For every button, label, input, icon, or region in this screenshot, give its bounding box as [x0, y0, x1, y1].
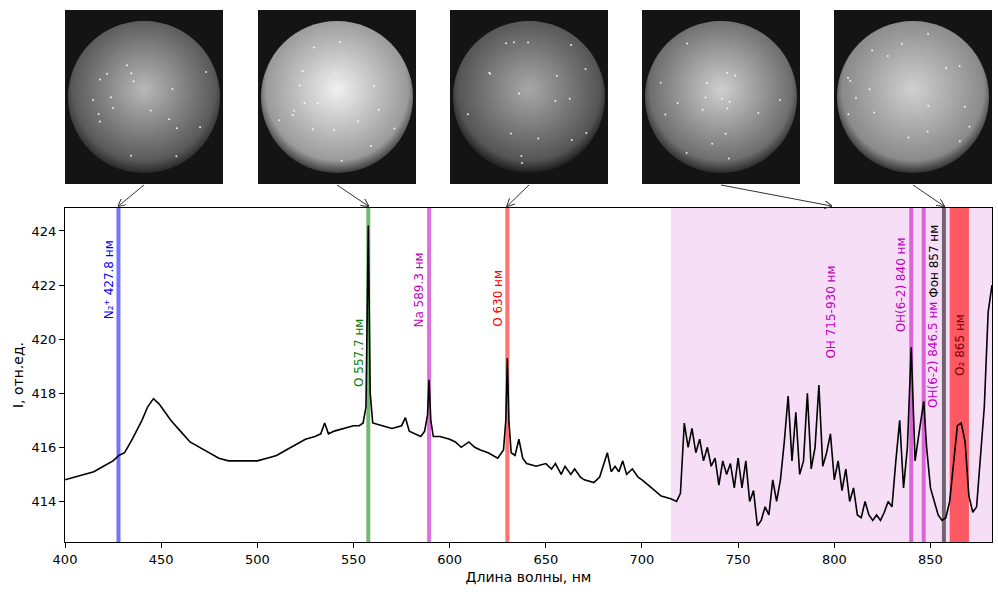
svg-text:OH(6-2) 840 нм: OH(6-2) 840 нм — [894, 237, 908, 332]
svg-text:450: 450 — [149, 552, 174, 567]
svg-text:650: 650 — [533, 552, 558, 567]
svg-text:420: 420 — [32, 332, 57, 347]
svg-text:800: 800 — [822, 552, 847, 567]
svg-text:OH(6-2) 846.5 нм: OH(6-2) 846.5 нм — [926, 302, 940, 408]
svg-text:414: 414 — [32, 494, 57, 509]
svg-text:Фон 857 нм: Фон 857 нм — [927, 225, 941, 298]
svg-text:418: 418 — [32, 386, 57, 401]
svg-text:550: 550 — [341, 552, 366, 567]
svg-text:N₂⁺ 427.8 нм: N₂⁺ 427.8 нм — [102, 240, 116, 319]
svg-text:Длина волны, нм: Длина волны, нм — [466, 569, 592, 585]
svg-text:422: 422 — [32, 278, 57, 293]
svg-text:I, отн.ед.: I, отн.ед. — [10, 342, 26, 408]
svg-text:700: 700 — [630, 552, 655, 567]
svg-text:Na 589.3 нм: Na 589.3 нм — [412, 252, 426, 327]
svg-text:O₂ 865 нм: O₂ 865 нм — [953, 314, 967, 376]
svg-text:424: 424 — [32, 224, 57, 239]
svg-text:O 557.7 нм: O 557.7 нм — [352, 319, 366, 387]
svg-text:OH 715-930 нм: OH 715-930 нм — [824, 265, 838, 358]
svg-text:750: 750 — [726, 552, 751, 567]
svg-text:416: 416 — [32, 440, 57, 455]
svg-text:O 630 нм: O 630 нм — [491, 270, 505, 327]
svg-text:600: 600 — [437, 552, 462, 567]
svg-text:850: 850 — [918, 552, 943, 567]
svg-text:400: 400 — [53, 552, 78, 567]
svg-text:500: 500 — [245, 552, 270, 567]
